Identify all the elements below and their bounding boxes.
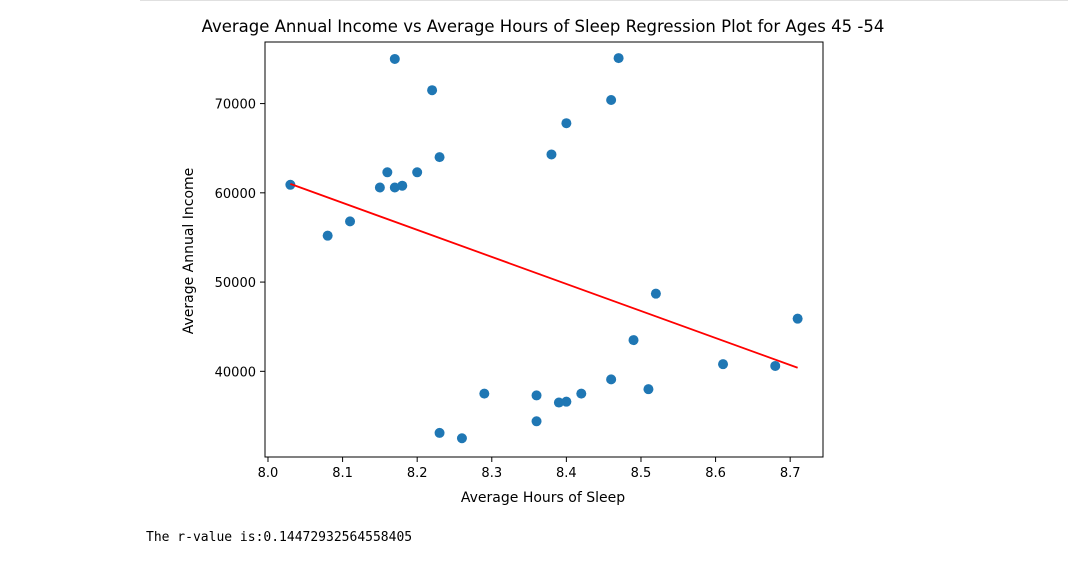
x-tick-label: 8.2 — [407, 466, 428, 481]
data-point — [434, 427, 445, 438]
data-point — [389, 182, 400, 193]
y-axis: 40000 50000 60000 70000 — [215, 98, 265, 380]
y-tick-label: 60000 — [215, 187, 256, 202]
y-tick-label: 50000 — [215, 276, 256, 291]
x-tick-label: 8.5 — [631, 466, 652, 481]
regression-line — [290, 183, 798, 369]
data-point — [412, 167, 423, 178]
data-point — [456, 433, 467, 444]
data-point — [628, 335, 639, 346]
data-point — [576, 388, 587, 399]
cell-top-border — [140, 0, 1068, 1]
data-point — [770, 360, 781, 371]
x-axis: 8.0 8.1 8.2 8.3 8.4 8.5 8.6 8.7 — [258, 457, 801, 481]
data-point — [382, 167, 393, 178]
x-tick-label: 8.4 — [556, 466, 577, 481]
data-point — [345, 216, 356, 227]
data-point — [643, 384, 654, 395]
data-point — [792, 313, 803, 324]
data-point — [606, 374, 617, 385]
y-tick-label: 40000 — [215, 365, 256, 380]
axes-frame — [264, 41, 824, 458]
x-tick-label: 8.6 — [705, 466, 726, 481]
data-point — [650, 288, 661, 299]
data-point — [479, 388, 490, 399]
data-point — [561, 118, 572, 129]
data-point — [531, 416, 542, 427]
data-point — [718, 359, 729, 370]
data-point — [374, 182, 385, 193]
x-tick-label: 8.3 — [481, 466, 502, 481]
x-tick-label: 8.0 — [258, 466, 279, 481]
data-point — [546, 149, 557, 160]
data-point — [389, 53, 400, 64]
data-point — [553, 397, 564, 408]
r-value-output: The r-value is:0.14472932564558405 — [146, 530, 413, 545]
chart-title: Average Annual Income vs Average Hours o… — [202, 17, 885, 36]
data-point — [531, 390, 542, 401]
y-axis-label: Average Annual Income — [181, 168, 197, 335]
regression-scatter-chart: Average Annual Income vs Average Hours o… — [181, 17, 885, 506]
y-tick-label: 70000 — [215, 98, 256, 113]
data-point — [434, 152, 445, 163]
x-axis-label: Average Hours of Sleep — [461, 490, 625, 506]
data-point — [613, 53, 624, 64]
data-point — [322, 230, 333, 241]
data-point — [397, 180, 408, 191]
plot-area — [285, 53, 803, 444]
data-point — [427, 85, 438, 96]
data-point — [606, 95, 617, 106]
x-tick-label: 8.7 — [780, 466, 801, 481]
x-tick-label: 8.1 — [332, 466, 353, 481]
data-point — [561, 396, 572, 407]
